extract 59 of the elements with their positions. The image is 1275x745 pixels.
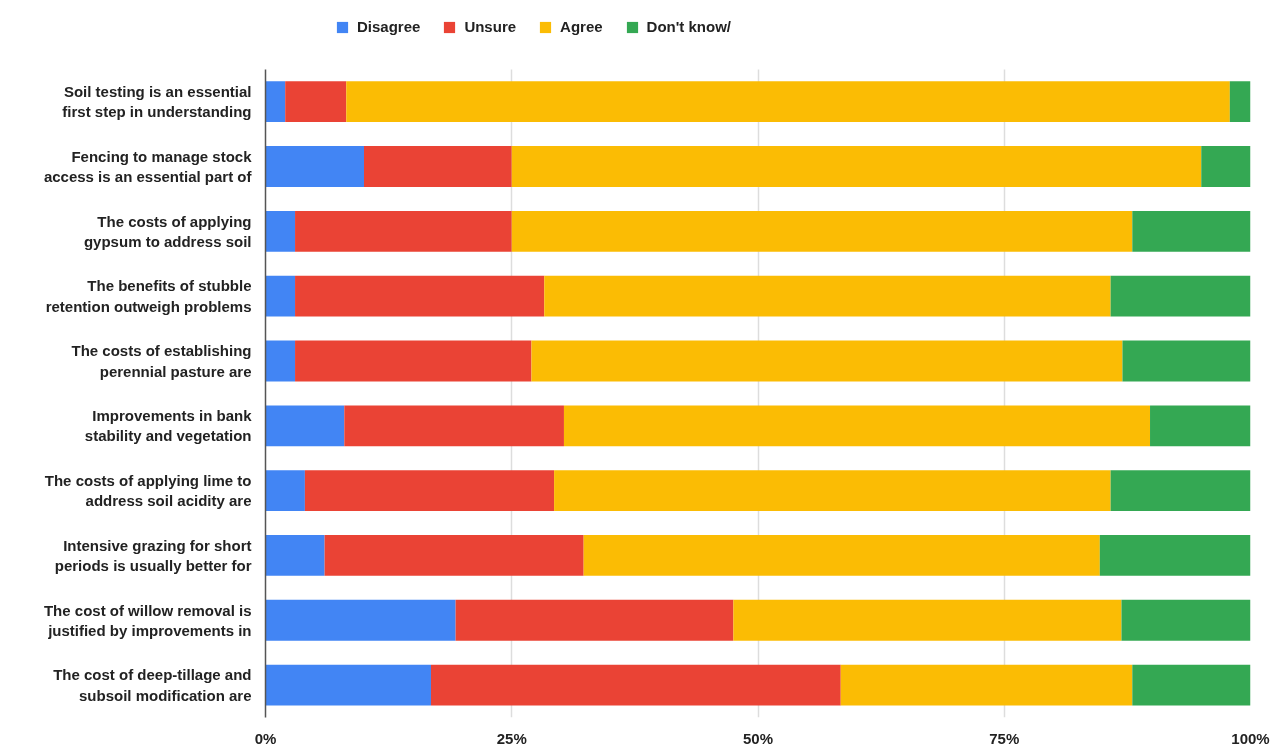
- bar: [295, 340, 532, 382]
- y-tick-label: The costs of applying gypsum to address soil: [83, 212, 252, 251]
- bar: [346, 81, 1230, 123]
- legend-label: Agree: [560, 18, 603, 35]
- bar: [1229, 81, 1251, 123]
- legend-label: Disagree: [357, 18, 421, 35]
- bar: [265, 535, 325, 576]
- bar: [511, 210, 1133, 252]
- bar: [265, 470, 305, 512]
- bar: [733, 599, 1122, 641]
- bar: [295, 210, 512, 252]
- bar: [563, 405, 1151, 447]
- bar: [1110, 275, 1251, 317]
- legend-label: Unsure: [464, 18, 517, 35]
- x-tick-label: 25%: [496, 729, 527, 745]
- bar: [1099, 535, 1251, 576]
- bar: [1110, 470, 1251, 512]
- y-tick-label: Intensive grazing for short periods is usually better for: [54, 536, 252, 575]
- bar: [1122, 340, 1251, 382]
- legend-label: Don't know/: [646, 18, 731, 35]
- bar: [1132, 664, 1251, 706]
- y-tick-label: Improvements in bank stability and vegetation: [84, 407, 253, 445]
- x-tick-label: 50%: [742, 729, 774, 745]
- x-tick-label: 75%: [989, 729, 1020, 745]
- bar: [265, 146, 364, 187]
- bar: [265, 340, 296, 382]
- bar: [364, 146, 512, 187]
- bar: [304, 470, 555, 512]
- bar: [1201, 146, 1251, 187]
- bar: [265, 405, 345, 447]
- y-tick-label: Fencing to manage stock access is an essential part of: [43, 147, 253, 186]
- bar: [1150, 405, 1251, 447]
- y-tick-label: The benefits of stubble retention outweigh problems: [45, 277, 252, 315]
- y-tick-label: The cost of willow removal is justified by improvements in: [43, 601, 252, 639]
- bar: [295, 275, 545, 317]
- bar: [583, 535, 1100, 576]
- bar: [265, 81, 286, 123]
- x-tick-label: 100%: [1231, 729, 1270, 745]
- bar: [265, 599, 456, 641]
- bar: [265, 275, 296, 317]
- bar: [840, 664, 1133, 706]
- bar: [1132, 210, 1251, 252]
- bar: [344, 405, 564, 447]
- y-tick-label: Soil testing is an essential first step in understanding: [62, 82, 252, 121]
- bar: [285, 81, 347, 123]
- bar: [554, 470, 1111, 512]
- bar: [455, 599, 734, 641]
- bar: [1121, 599, 1251, 641]
- x-tick-label: 0%: [254, 729, 277, 745]
- bar: [430, 664, 841, 706]
- y-tick-label: The cost of deep-tillage and subsoil modification are: [53, 666, 252, 704]
- y-tick-label: The costs of applying lime to address soil acidity are: [44, 471, 252, 510]
- bar: [265, 664, 431, 706]
- bar: [531, 340, 1123, 382]
- y-tick-label: The costs of establishing perennial pasture are: [71, 342, 252, 380]
- bar: [511, 146, 1202, 187]
- bar: [324, 535, 584, 576]
- bar: [265, 210, 296, 252]
- bar: [544, 275, 1111, 317]
